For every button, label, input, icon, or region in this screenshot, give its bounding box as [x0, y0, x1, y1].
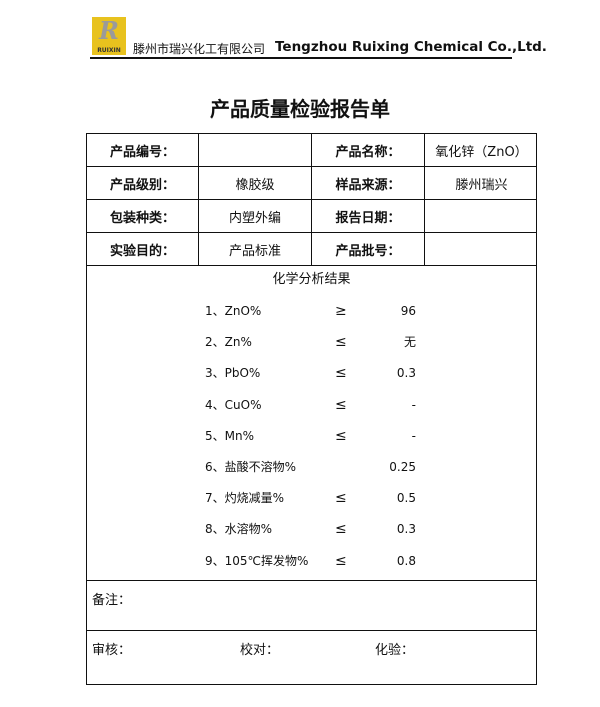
field-value	[199, 134, 312, 166]
result-item: 7、灼烧减量% ≤0.5	[87, 489, 536, 507]
result-value: 0.5	[396, 491, 416, 506]
result-op: ≤	[335, 427, 347, 444]
result-op: ≤	[335, 552, 347, 569]
notes-label: 备注：	[92, 593, 132, 608]
info-row: 包装种类： 内塑外编 报告日期：	[87, 200, 536, 233]
info-row: 实验目的： 产品标准 产品批号：	[87, 233, 536, 266]
result-name: 2、Zn%	[205, 335, 252, 350]
logo-text: RUIXIN	[97, 47, 121, 54]
report-table: 化学分析结果 1、ZnO% ≥96 2、Zn% ≤ 无 3、PbO% ≤0.3 4、CuO% ≤…	[86, 133, 537, 685]
result-item: 5、Mn% ≤ -	[87, 427, 536, 445]
company-name-cn: 滕州市瑞兴化工有限公司	[133, 42, 266, 56]
field-value: 橡胶级	[199, 167, 312, 199]
test-label: 化验：	[375, 643, 415, 658]
field-value	[425, 233, 538, 265]
results-title: 化学分析结果	[272, 272, 351, 287]
result-value: 0.3	[396, 522, 416, 537]
result-name: 5、Mn%	[205, 428, 254, 443]
logo-letter: R	[99, 17, 119, 45]
field-value: 产品标准	[199, 233, 312, 265]
result-name: 3、PbO%	[205, 366, 261, 381]
field-label: 产品级别：	[87, 167, 199, 199]
field-label: 包装种类：	[87, 200, 199, 232]
result-op: ≤	[335, 396, 347, 413]
result-item: 1、ZnO% ≥96	[87, 302, 536, 320]
result-value: 0.25	[389, 460, 416, 474]
result-name: 4、CuO%	[205, 397, 262, 412]
field-value: 氧化锌（ZnO）	[435, 144, 528, 160]
result-op: ≤	[335, 490, 347, 507]
field-value: 内塑外编	[199, 200, 312, 232]
company-logo: R RUIXIN	[92, 17, 126, 55]
result-value: 0.8	[396, 553, 416, 568]
notes-section: 备注：	[87, 581, 536, 631]
result-name: 7、灼烧减量%	[205, 491, 285, 506]
result-name: 9、105℃挥发物%	[205, 553, 309, 568]
header-divider	[90, 57, 512, 59]
signature-section: 审核： 校对： 化验：	[87, 631, 536, 684]
result-item: 8、水溶物% ≤0.3	[87, 520, 536, 538]
result-name: 8、水溶物%	[205, 522, 273, 537]
result-op: ≥	[335, 303, 347, 319]
field-label: 产品编号：	[87, 134, 199, 166]
result-item: 6、盐酸不溶物% 0.25	[87, 458, 536, 476]
result-value: 96	[400, 304, 416, 318]
review-label: 审核：	[92, 643, 132, 658]
field-value: 滕州瑞兴	[455, 177, 508, 193]
field-label: 样品来源：	[312, 167, 425, 199]
result-value: -	[411, 397, 416, 412]
info-row: 产品编号： 产品名称： 氧化锌（ZnO）	[87, 134, 536, 167]
result-name: 6、盐酸不溶物%	[205, 460, 297, 474]
field-label: 实验目的：	[87, 233, 199, 265]
result-op: ≤	[335, 365, 347, 382]
field-label: 报告日期：	[312, 200, 425, 232]
result-op: ≤	[335, 334, 347, 351]
field-value	[425, 200, 538, 232]
info-row: 产品级别： 橡胶级 样品来源： 滕州瑞兴	[87, 167, 536, 200]
result-name: 1、ZnO%	[205, 304, 262, 318]
results-section: 化学分析结果 1、ZnO% ≥96 2、Zn% ≤ 无 3、PbO% ≤0.3 4、CuO% ≤…	[87, 264, 536, 581]
result-item: 4、CuO% ≤ -	[87, 396, 536, 414]
result-item: 2、Zn% ≤ 无	[87, 333, 536, 351]
check-label: 校对：	[240, 643, 280, 658]
field-label: 产品批号：	[312, 233, 425, 265]
company-name-en: Tengzhou Ruixing Chemical Co.,Ltd.	[275, 39, 547, 55]
page-title: 产品质量检验报告单	[210, 97, 390, 121]
result-op: ≤	[335, 521, 347, 538]
result-item: 3、PbO% ≤0.3	[87, 364, 536, 382]
result-value: 无	[403, 335, 416, 350]
field-label: 产品名称：	[312, 134, 425, 166]
result-item: 9、105℃挥发物% ≤0.8	[87, 552, 536, 570]
result-value: -	[411, 428, 416, 443]
result-value: 0.3	[396, 366, 416, 381]
